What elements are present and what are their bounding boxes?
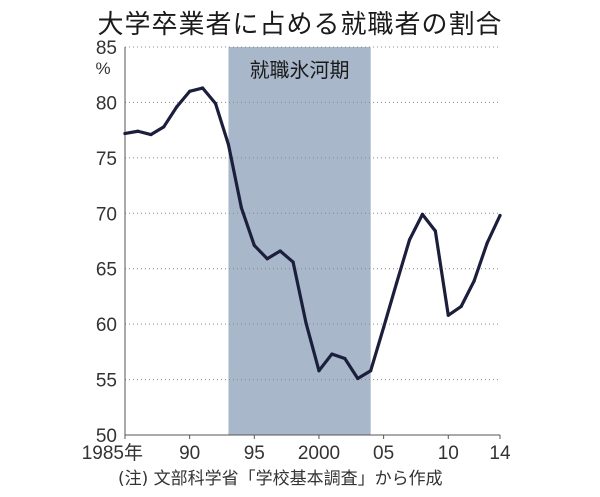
data-point-1989 bbox=[175, 105, 179, 109]
data-point-2001 bbox=[330, 352, 334, 356]
data-point-2011 bbox=[459, 304, 463, 309]
data-point-2007 bbox=[407, 238, 412, 242]
shaded-region-label: 就職氷河期 bbox=[250, 59, 350, 82]
data-point-1999 bbox=[304, 321, 308, 325]
data-point-2012 bbox=[472, 279, 476, 283]
data-point-1993 bbox=[226, 142, 231, 147]
x-tick-label-3: 2000 bbox=[298, 443, 340, 464]
x-tick-label-5: 10 bbox=[438, 443, 459, 464]
y-tick-label-55: 55 bbox=[96, 371, 117, 392]
x-tick-label-1: 90 bbox=[179, 443, 200, 464]
y-tick-label-70: 70 bbox=[96, 204, 117, 225]
y-tick-label-75: 75 bbox=[96, 149, 117, 170]
y-tick-label-50: 50 bbox=[96, 426, 117, 447]
x-tick-label-4: 05 bbox=[373, 443, 394, 464]
data-point-1991 bbox=[200, 86, 205, 90]
data-point-2009 bbox=[433, 229, 437, 233]
data-point-1998 bbox=[291, 260, 295, 264]
x-tick-label-6: 14 bbox=[489, 443, 511, 464]
data-point-2003 bbox=[356, 376, 360, 381]
data-point-2013 bbox=[485, 241, 489, 245]
data-point-2004 bbox=[369, 369, 373, 373]
data-point-1990 bbox=[188, 89, 192, 93]
data-point-1995 bbox=[252, 243, 256, 248]
data-point-1986 bbox=[136, 129, 140, 133]
data-point-1992 bbox=[213, 101, 218, 106]
data-point-1985 bbox=[123, 131, 127, 136]
y-tick-label-80: 80 bbox=[96, 93, 117, 114]
data-point-2010 bbox=[446, 313, 450, 317]
data-point-2006 bbox=[394, 281, 399, 285]
source-note: (注) 文部科学省「学校基本調査」から作成 bbox=[118, 469, 443, 489]
data-point-1994 bbox=[239, 206, 243, 210]
data-point-2005 bbox=[382, 325, 386, 330]
data-point-1987 bbox=[149, 132, 153, 137]
x-tick-label-2: 95 bbox=[244, 443, 265, 464]
data-point-2002 bbox=[343, 356, 347, 361]
shaded-region bbox=[228, 47, 371, 435]
chart-title: 大学卒業者に占める就職者の割合 bbox=[97, 10, 503, 40]
x-tick-label-0: 1985年 bbox=[82, 442, 143, 464]
data-point-1997 bbox=[278, 249, 282, 253]
data-point-1988 bbox=[162, 125, 166, 129]
y-tick-label-85: 85 bbox=[96, 38, 117, 59]
y-tick-label-60: 60 bbox=[96, 315, 117, 336]
data-point-2000 bbox=[317, 369, 321, 373]
data-point-2008 bbox=[420, 212, 425, 216]
series-line bbox=[123, 86, 502, 381]
y-unit-label: % bbox=[95, 59, 110, 78]
y-tick-label-65: 65 bbox=[96, 260, 117, 281]
data-point-1996 bbox=[265, 257, 269, 261]
data-point-2014 bbox=[498, 213, 502, 218]
